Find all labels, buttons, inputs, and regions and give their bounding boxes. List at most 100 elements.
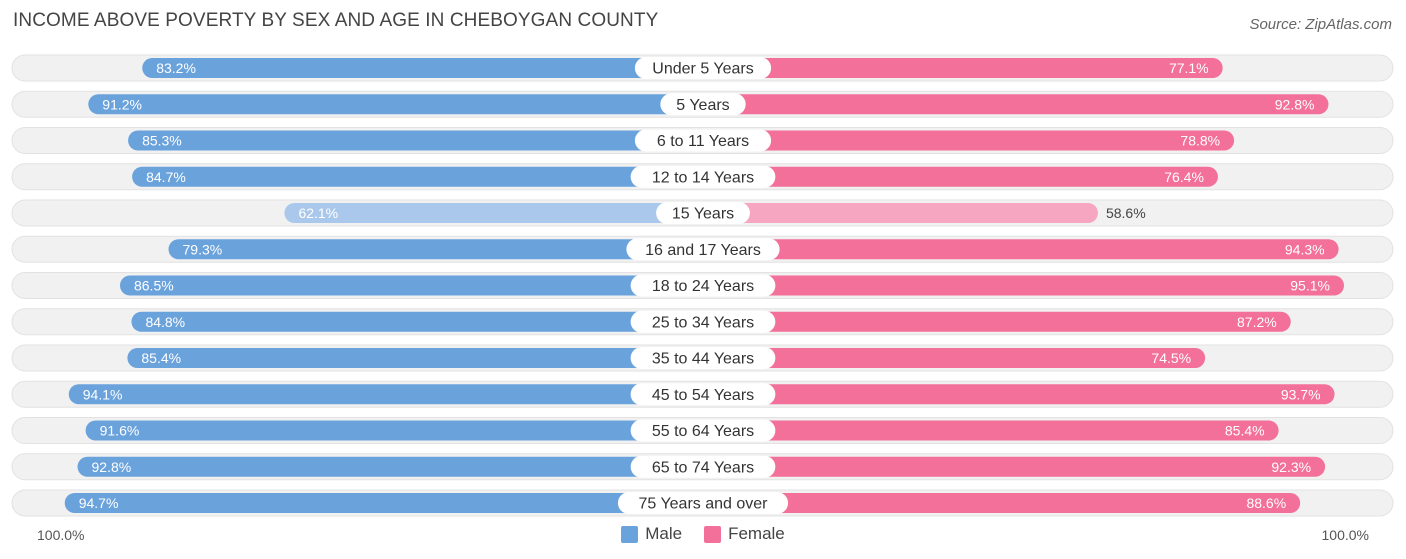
bar-row: 62.1% 58.6% 15 Years: [11, 199, 1394, 227]
bar-female: [703, 420, 1279, 441]
label-male-value: 94.1%: [83, 386, 123, 402]
bar-row: 92.8% 92.3% 65 to 74 Years: [11, 453, 1394, 481]
bar-male: [88, 94, 703, 115]
bar-row: 84.8% 87.2% 25 to 34 Years: [11, 308, 1394, 336]
label-female-value: 58.6%: [1106, 205, 1146, 221]
bar-female: [703, 384, 1335, 405]
category-label: 5 Years: [676, 97, 729, 114]
label-male-value: 84.7%: [146, 169, 186, 185]
bar-male: [77, 456, 703, 477]
bar-row: 85.4% 74.5% 35 to 44 Years: [11, 344, 1394, 372]
bar-row: 94.7% 88.6% 75 Years and over: [11, 489, 1394, 517]
bar-male: [64, 493, 704, 513]
bar-row: 83.2% 77.1% Under 5 Years: [11, 54, 1394, 82]
bar-female: [703, 58, 1223, 78]
label-male-value: 62.1%: [298, 205, 338, 221]
category-label: Under 5 Years: [652, 61, 753, 78]
category-pill: [630, 165, 776, 188]
bar-male: [132, 166, 703, 187]
category-pill: [630, 455, 776, 478]
legend-swatch-male: [621, 525, 639, 543]
category-label: 16 and 17 Years: [645, 242, 761, 259]
bar-female: [703, 94, 1329, 115]
bar-female: [703, 493, 1301, 513]
category-pill: [630, 419, 776, 442]
label-male-value: 94.7%: [79, 495, 119, 511]
label-male-value: 83.2%: [156, 60, 196, 76]
label-female-value: 87.2%: [1237, 314, 1277, 330]
bar-row: 85.3% 78.8% 6 to 11 Years: [11, 127, 1394, 154]
label-male-value: 79.3%: [183, 241, 223, 257]
category-label: 55 to 64 Years: [652, 423, 754, 440]
bar-male: [142, 58, 703, 78]
label-female-value: 92.3%: [1271, 459, 1311, 475]
bar-male: [284, 203, 703, 223]
category-label: 15 Years: [672, 206, 734, 223]
label-female-value: 95.1%: [1290, 278, 1330, 294]
category-label: 18 to 24 Years: [652, 278, 754, 295]
bar-female: [703, 203, 1098, 223]
bar-row: 94.1% 93.7% 45 to 54 Years: [11, 380, 1394, 408]
category-pill: [660, 93, 746, 116]
label-male-value: 85.3%: [142, 133, 182, 149]
category-pill: [656, 202, 750, 224]
category-label: 45 to 54 Years: [652, 387, 754, 404]
label-female-value: 76.4%: [1164, 169, 1204, 185]
category-pill: [630, 274, 776, 297]
bar-row: 79.3% 94.3% 16 and 17 Years: [11, 235, 1394, 263]
category-label: 12 to 14 Years: [652, 169, 754, 186]
bar-female: [703, 239, 1339, 260]
label-male-value: 91.2%: [102, 96, 142, 112]
bar-row: 84.7% 76.4% 12 to 14 Years: [11, 163, 1394, 191]
category-pill: [634, 129, 772, 152]
category-pill: [617, 492, 789, 514]
category-label: 25 to 34 Years: [652, 314, 754, 331]
label-male-value: 91.6%: [100, 423, 140, 439]
bar-female: [703, 456, 1326, 477]
axis-right-label: 100.0%: [1321, 527, 1369, 543]
bar-male: [128, 130, 703, 151]
bar-female: [703, 311, 1291, 332]
bar-row: 91.6% 85.4% 55 to 64 Years: [11, 417, 1394, 444]
bar-row: 86.5% 95.1% 18 to 24 Years: [11, 272, 1394, 299]
bar-row: 91.2% 92.8% 5 Years: [11, 90, 1394, 118]
bar-male: [119, 275, 704, 296]
label-female-value: 78.8%: [1180, 133, 1220, 149]
label-female-value: 77.1%: [1169, 60, 1209, 76]
category-pill: [630, 347, 776, 369]
bar-female: [703, 166, 1218, 187]
chart-source: Source: ZipAtlas.com: [1249, 16, 1392, 33]
category-label: 75 Years and over: [639, 496, 769, 513]
legend-label-male: Male: [645, 524, 683, 543]
category-pill: [630, 310, 776, 333]
legend-item-female[interactable]: Female: [704, 524, 785, 544]
label-female-value: 93.7%: [1281, 386, 1321, 402]
legend-swatch-female: [704, 525, 722, 543]
label-male-value: 85.4%: [141, 350, 181, 366]
bar-male: [85, 420, 704, 441]
label-male-value: 92.8%: [92, 459, 132, 475]
chart-title: INCOME ABOVE POVERTY BY SEX AND AGE IN C…: [13, 10, 659, 31]
label-female-value: 85.4%: [1225, 423, 1265, 439]
category-pill: [634, 57, 772, 79]
category-pill: [626, 238, 780, 261]
category-label: 65 to 74 Years: [652, 459, 754, 476]
category-label: 6 to 11 Years: [657, 133, 749, 150]
label-male-value: 86.5%: [134, 278, 174, 294]
legend: Male Female: [0, 524, 1406, 544]
label-female-value: 74.5%: [1151, 350, 1191, 366]
legend-item-male[interactable]: Male: [621, 524, 682, 544]
label-female-value: 92.8%: [1275, 96, 1315, 112]
label-female-value: 88.6%: [1246, 495, 1286, 511]
legend-label-female: Female: [728, 524, 785, 543]
bar-female: [703, 348, 1206, 368]
label-male-value: 84.8%: [145, 314, 185, 330]
category-pill: [630, 383, 776, 406]
bar-male: [68, 384, 704, 405]
bar-male: [168, 239, 703, 260]
label-female-value: 94.3%: [1285, 241, 1325, 257]
bar-male: [131, 311, 703, 332]
bar-male: [127, 348, 704, 368]
